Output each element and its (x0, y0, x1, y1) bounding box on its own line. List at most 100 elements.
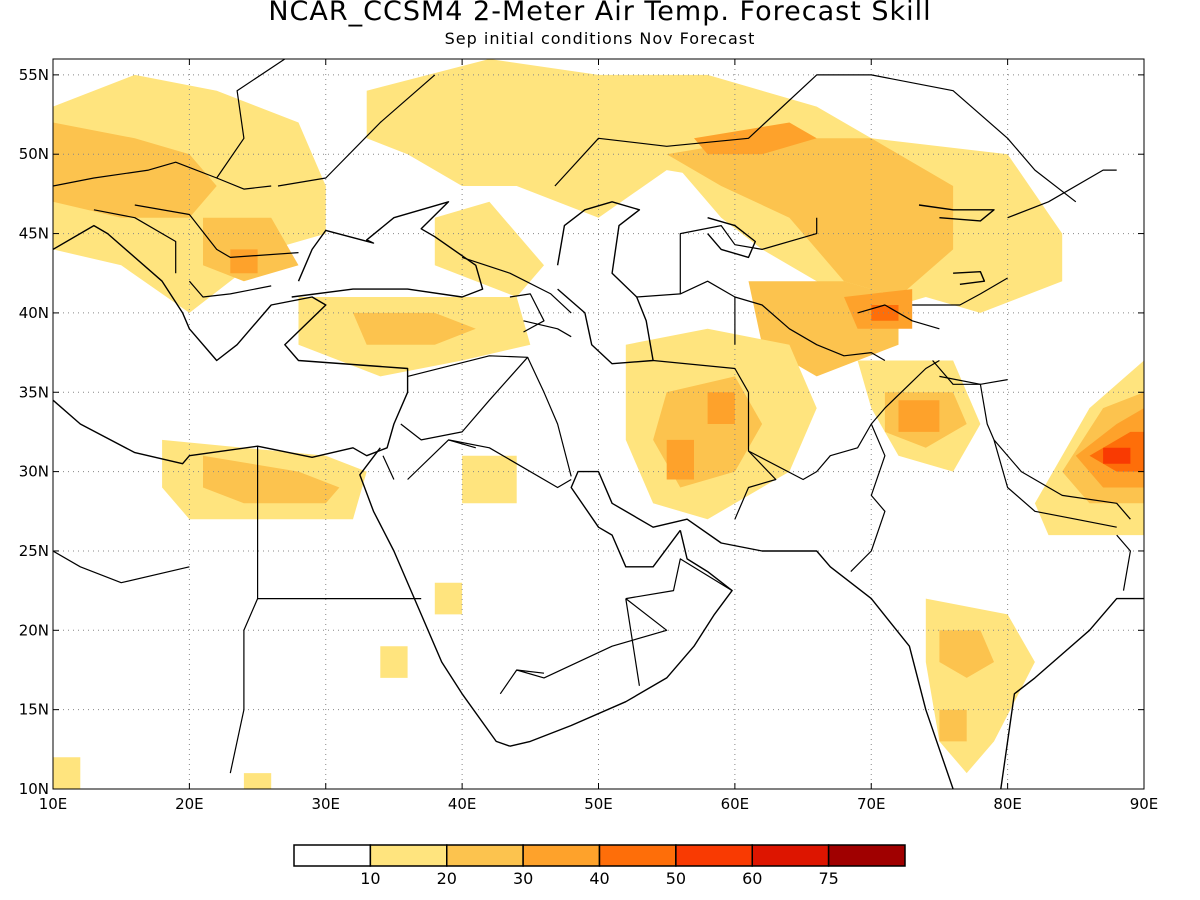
skill-region-10 (462, 455, 517, 504)
country-border (516, 598, 668, 679)
skill-region-20 (53, 122, 217, 218)
country-border (229, 446, 259, 774)
coastline (53, 224, 409, 465)
country-border (134, 204, 299, 258)
country-border (509, 293, 545, 333)
skill-region-20 (666, 138, 954, 297)
y-tick-label: 50N (19, 145, 49, 163)
country-border (461, 256, 572, 314)
x-tick-label: 80E (993, 795, 1022, 813)
country-border (277, 74, 436, 187)
coastline (291, 201, 484, 298)
coastline (556, 201, 654, 365)
y-tick-label: 35N (19, 383, 49, 401)
x-tick-label: 30E (311, 795, 340, 813)
skill-region-10 (434, 201, 544, 297)
coastline (953, 271, 986, 285)
y-tick-label: 40N (19, 304, 49, 322)
chart-title: NCAR_CCSM4 2-Meter Air Temp. Forecast Sk… (268, 0, 932, 27)
country-border (188, 280, 272, 298)
x-tick-label: 60E (721, 795, 750, 813)
legend-swatch (369, 844, 448, 867)
x-tick-label: 70E (857, 795, 886, 813)
country-border (400, 355, 529, 441)
legend-label: 75 (818, 869, 838, 888)
skill-shading-layer (53, 59, 1144, 789)
y-tick-label: 15N (19, 701, 49, 719)
country-border (527, 357, 572, 477)
legend-label: 40 (589, 869, 609, 888)
coastline (570, 470, 954, 789)
country-border (748, 359, 940, 481)
country-border (53, 550, 190, 584)
legend-swatch (751, 844, 830, 867)
coastline (707, 217, 756, 259)
y-tick-label: 25N (19, 542, 49, 560)
country-border (523, 320, 572, 338)
country-border (939, 375, 1008, 385)
skill-region-20 (939, 709, 967, 742)
country-border (850, 423, 886, 573)
country-border (857, 304, 940, 330)
legend-label: 10 (360, 869, 380, 888)
skill-region-50 (1103, 447, 1131, 464)
y-tick-label: 20N (19, 621, 49, 639)
country-border (382, 455, 395, 480)
x-tick-label: 40E (448, 795, 477, 813)
country-border (912, 277, 1008, 306)
y-tick-label: 55N (19, 66, 49, 84)
legend-label: 60 (742, 869, 762, 888)
y-tick-label: 10N (19, 780, 49, 798)
legend-swatch (827, 844, 906, 867)
x-tick-label: 20E (175, 795, 204, 813)
legend-swatch (446, 844, 524, 867)
skill-region-10 (53, 757, 81, 789)
chart-subtitle: Sep initial conditions Nov Forecast (444, 29, 756, 48)
color-legend: 10 20 30 40 50 60 75 (293, 844, 906, 888)
country-border (1007, 169, 1117, 219)
x-tick-label: 10E (39, 795, 68, 813)
coastlines-and-borders (53, 59, 1144, 789)
y-tick-label: 45N (19, 225, 49, 243)
skill-region-20 (353, 312, 476, 345)
axis-ticks: 10E 20E 30E 40E 50E 60E 70E 80E 90E 10N 15N 20N 25N 3… (19, 59, 1159, 813)
country-border (499, 669, 545, 695)
skill-region-10 (925, 598, 1035, 774)
country-border (625, 598, 640, 686)
legend-swatch (675, 844, 753, 867)
skill-region-30 (898, 400, 940, 432)
skill-region-30 (694, 122, 817, 155)
legend-swatch (293, 844, 372, 867)
legend-label: 50 (666, 869, 686, 888)
coastline (918, 204, 995, 222)
y-tick-label: 30N (19, 463, 49, 481)
country-border (993, 439, 1117, 528)
skill-region-10 (434, 582, 463, 615)
coastline (1000, 597, 1144, 789)
skill-region-10 (243, 773, 272, 789)
country-border (216, 59, 286, 179)
country-border (448, 439, 572, 489)
legend-label: 30 (513, 869, 533, 888)
legend-swatch (522, 844, 601, 867)
country-border (1116, 534, 1132, 591)
skill-region-20 (939, 630, 994, 678)
country-border (407, 439, 476, 480)
country-border (93, 209, 177, 274)
skill-region-30 (707, 392, 735, 424)
country-border (636, 280, 886, 362)
skill-region-20 (203, 455, 340, 504)
x-tick-label: 90E (1130, 795, 1159, 813)
country-border (554, 74, 1077, 203)
country-border (679, 217, 818, 294)
x-tick-label: 50E (584, 795, 613, 813)
coastline (359, 447, 511, 747)
skill-region-30 (666, 439, 694, 480)
country-border (53, 161, 272, 190)
skill-region-10 (380, 646, 408, 678)
coastline (509, 530, 733, 747)
legend-label: 20 (437, 869, 457, 888)
skill-region-30 (230, 249, 258, 274)
legend-swatch (598, 844, 677, 867)
